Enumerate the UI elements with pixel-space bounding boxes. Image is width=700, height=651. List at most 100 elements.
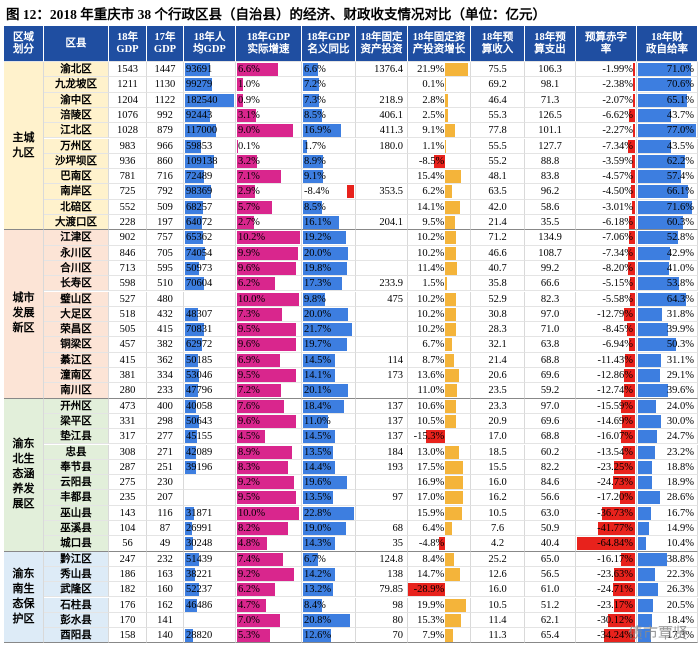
cell-text: 41.0%: [666, 262, 694, 274]
data-bar: [445, 231, 456, 245]
cell-text: -23.25%: [597, 461, 633, 473]
data-bar: [237, 78, 244, 92]
table-cell: 6.6%: [236, 62, 302, 78]
data-bar: [303, 200, 322, 214]
cell-text: 56: [122, 538, 133, 550]
cell-text: 62972: [186, 339, 213, 351]
table-cell: 12.6%: [302, 628, 356, 644]
data-bar: [185, 200, 204, 214]
table-cell: 137: [356, 413, 408, 430]
table-cell: 137: [356, 429, 408, 445]
data-bar: [303, 369, 335, 382]
data-bar: [185, 139, 202, 153]
table-cell: 18.5: [471, 444, 525, 460]
cell-text: 42089: [186, 446, 213, 458]
cell-text: 20.9: [488, 415, 507, 427]
table-cell: 162: [147, 597, 184, 613]
cell-text: 10.5: [488, 599, 507, 611]
district-name: 秀山县: [44, 566, 109, 583]
data-bar: [638, 583, 658, 597]
table-cell: [356, 322, 408, 338]
cell-text: 65.1%: [666, 94, 694, 106]
cell-text: 21.7%: [304, 324, 332, 336]
cell-text: -16.07%: [597, 431, 633, 443]
table-cell: 14.3%: [302, 536, 356, 552]
data-bar: [638, 323, 669, 337]
table-cell: -12.79%: [576, 306, 637, 323]
cell-text: 14.1%: [304, 370, 332, 381]
table-cell: 251: [147, 459, 184, 476]
table-cell: 716: [147, 169, 184, 185]
data-bar: [638, 139, 671, 153]
cell-text: 40.4: [540, 538, 560, 550]
cell-text: 2.7%: [238, 217, 260, 228]
cell-text: -2.38%: [602, 79, 633, 91]
table-cell: 713: [109, 260, 147, 277]
data-bar: [638, 124, 696, 138]
data-bar: [638, 261, 669, 275]
data-bar: [237, 63, 278, 76]
table-cell: 9.9%: [236, 245, 302, 261]
cell-text: 725: [119, 186, 136, 198]
table-cell: 55.3: [471, 107, 525, 124]
table-cell: 1543: [109, 62, 147, 78]
table-cell: 308: [109, 444, 147, 460]
data-bar: [624, 353, 635, 367]
cell-text: 江津区: [60, 232, 92, 244]
table-cell: 71.3: [525, 92, 576, 108]
cell-text: 8.5%: [304, 201, 326, 213]
table-cell: 5.3%: [236, 628, 302, 644]
table-cell: -8.45%: [576, 322, 637, 338]
cell-text: 98369: [186, 186, 213, 198]
cell-text: 382: [157, 339, 173, 351]
table-cell: 204.1: [356, 215, 408, 231]
table-cell: 7.9%: [408, 628, 471, 644]
table-cell: 14.9%: [637, 521, 698, 537]
data-bar: [185, 384, 198, 398]
cell-text: 1204: [117, 94, 138, 106]
cell-text: 60.2: [540, 446, 560, 458]
data-bar: [445, 629, 454, 643]
table-cell: 13.5%: [302, 490, 356, 506]
cell-text: 902: [119, 232, 136, 244]
district-name: 长寿区: [44, 276, 109, 292]
table-cell: 2.7%: [236, 215, 302, 231]
data-bar: [614, 460, 635, 474]
table-cell: 334: [147, 368, 184, 384]
table-cell: 9.1%: [408, 123, 471, 139]
table-cell: 10.2%: [236, 230, 302, 246]
table-cell: 59853: [184, 138, 236, 154]
cell-text: 1447: [154, 64, 176, 75]
district-name: 忠县: [44, 444, 109, 460]
cell-text: 8.7%: [422, 354, 445, 366]
cell-text: 75.5: [488, 64, 507, 75]
cell-text: 70831: [186, 324, 213, 336]
data-bar: [185, 154, 215, 168]
table-cell: 56.5: [525, 566, 576, 583]
table-cell: 64072: [184, 215, 236, 231]
data-bar: [303, 246, 348, 260]
cell-text: 68.8: [540, 354, 560, 366]
data-bar: [408, 583, 446, 597]
table-cell: 28.6%: [637, 490, 698, 506]
cell-text: 65.4: [540, 630, 560, 642]
data-bar: [303, 629, 332, 643]
cell-text: 9.1%: [422, 125, 445, 137]
table-cell: 170: [109, 612, 147, 629]
table-cell: 527: [109, 291, 147, 307]
table-cell: 6.6%: [302, 62, 356, 78]
cell-text: 716: [157, 171, 173, 183]
table-cell: 50.9: [525, 521, 576, 537]
data-bar: [638, 307, 662, 321]
cell-text: 106.3: [538, 64, 562, 75]
district-name: 合川区: [44, 260, 109, 277]
cell-text: 6.4%: [422, 523, 445, 534]
district-name: 大足区: [44, 306, 109, 323]
data-bar: [303, 430, 336, 444]
cell-text: 232: [157, 553, 173, 565]
data-bar: [185, 124, 217, 138]
table-cell: 56: [109, 536, 147, 552]
cell-text: 992: [157, 109, 173, 121]
cell-text: 9.6%: [238, 415, 260, 427]
cell-text: 7.2%: [304, 79, 326, 91]
